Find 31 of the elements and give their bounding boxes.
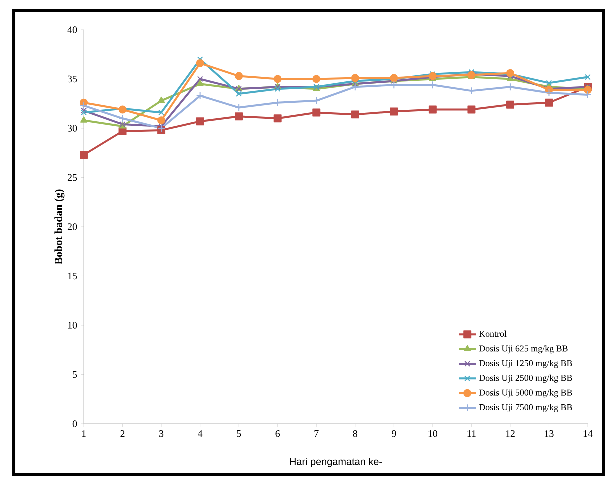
x-axis-title: Hari pengamatan ke- xyxy=(290,458,382,468)
x-tick-label: 3 xyxy=(160,430,164,438)
legend-label: Dosis Uji 625 mg/kg BB xyxy=(479,345,568,354)
x-tick-label: 10 xyxy=(428,430,438,438)
x-tick-label: 11 xyxy=(468,430,476,438)
x-tick-label: 8 xyxy=(353,430,358,438)
legend-label: Dosis Uji 7500 mg/kg BB xyxy=(479,404,572,412)
x-tick-label: 2 xyxy=(120,430,125,438)
x-tick-label: 1 xyxy=(82,430,86,438)
y-tick-label: 40 xyxy=(68,26,78,34)
x-tick-label: 4 xyxy=(198,430,203,438)
legend-label: Dosis Uji 5000 mg/kg BB xyxy=(479,390,572,398)
y-tick-label: 5 xyxy=(73,371,78,378)
x-tick-label: 6 xyxy=(276,430,280,438)
x-tick-label: 9 xyxy=(392,430,396,438)
y-tick-label: 0 xyxy=(72,420,78,428)
y-axis-title: Bobot badan (g) xyxy=(54,190,65,265)
y-tick-label: 20 xyxy=(68,224,78,230)
y-tick-label: 25 xyxy=(68,174,78,182)
x-tick-label: 12 xyxy=(506,430,515,438)
x-tick-label: 13 xyxy=(545,430,554,438)
y-tick-label: 35 xyxy=(68,76,78,83)
legend-label: Dosis Uji 1250 mg/kg BB xyxy=(479,360,572,368)
y-tick-label: 30 xyxy=(68,125,78,132)
legend-label: Kontrol xyxy=(479,330,507,338)
y-tick-label: 15 xyxy=(68,272,78,280)
legend-label: Dosis Uji 2500 mg/kg BB xyxy=(479,374,572,383)
x-tick-label: 14 xyxy=(584,430,593,438)
x-tick-label: 7 xyxy=(314,430,319,438)
y-tick-label: 10 xyxy=(68,322,78,329)
x-tick-label: 5 xyxy=(237,430,242,438)
